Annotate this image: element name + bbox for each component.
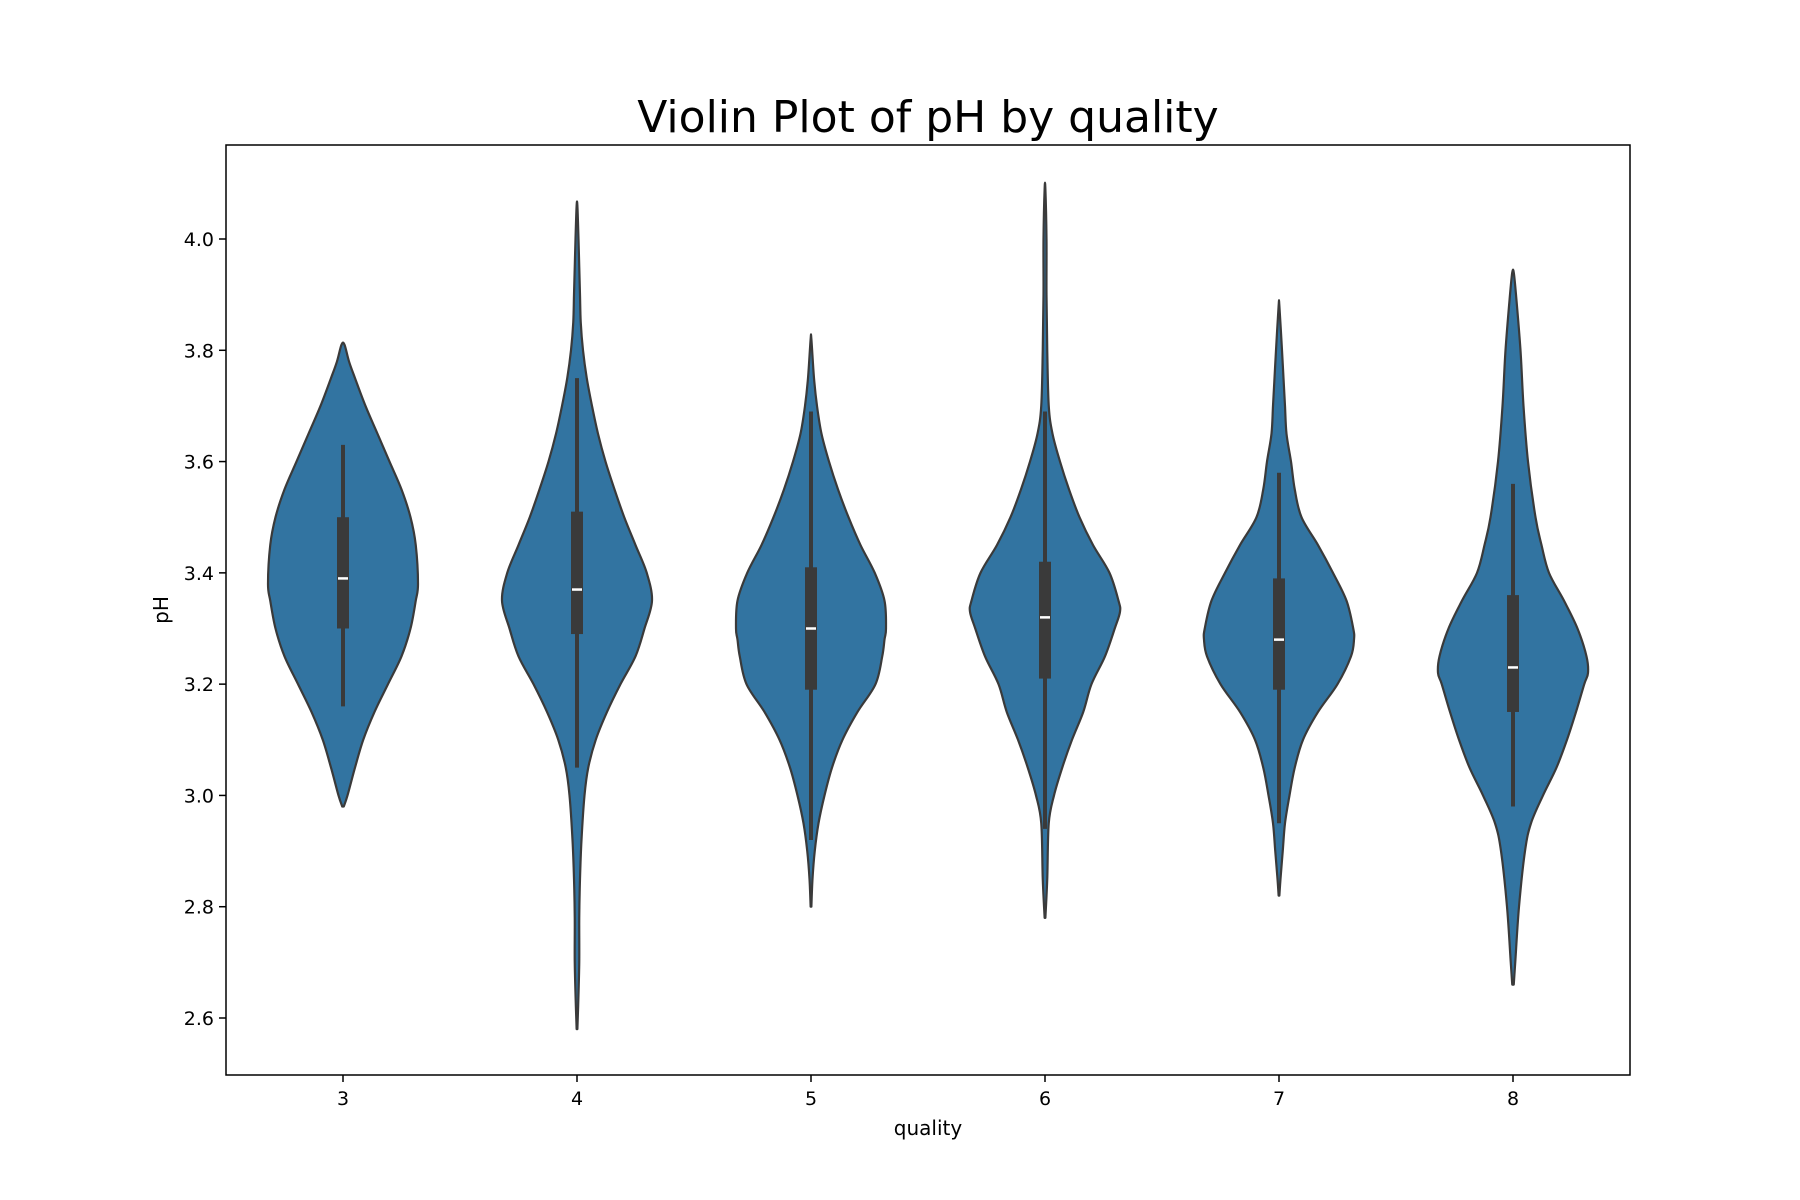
y-tick-label: 2.8 [184, 897, 214, 919]
x-tick-label: 6 [1039, 1088, 1051, 1110]
x-tick-label: 3 [337, 1088, 349, 1110]
iqr-box-3 [337, 517, 349, 629]
y-tick-label: 2.6 [184, 1008, 214, 1030]
x-tick-label: 8 [1507, 1088, 1519, 1110]
violins-group [266, 181, 1590, 1031]
x-axis-label: quality [894, 1116, 963, 1140]
iqr-box-8 [1507, 595, 1519, 712]
x-axis: 3 4 5 6 7 8 [337, 1075, 1519, 1110]
iqr-box-4 [571, 511, 583, 635]
y-tick-label: 3.8 [184, 340, 214, 362]
x-tick-label: 7 [1273, 1088, 1285, 1110]
y-axis-label: pH [149, 596, 173, 624]
plot-frame [225, 144, 1631, 1076]
y-tick-label: 3.4 [184, 563, 214, 585]
y-tick-label: 3.2 [184, 674, 214, 696]
y-axis: 2.6 2.8 3.0 3.2 3.4 3.6 3.8 4.0 [184, 229, 226, 1030]
chart-title: Violin Plot of pH by quality [637, 92, 1218, 143]
y-tick-label: 3.6 [184, 452, 214, 474]
iqr-box-7 [1273, 578, 1285, 690]
x-tick-label: 5 [805, 1088, 817, 1110]
y-tick-label: 4.0 [184, 229, 214, 251]
iqr-box-6 [1039, 561, 1051, 679]
y-tick-label: 3.0 [184, 785, 214, 807]
x-tick-label: 4 [571, 1088, 583, 1110]
